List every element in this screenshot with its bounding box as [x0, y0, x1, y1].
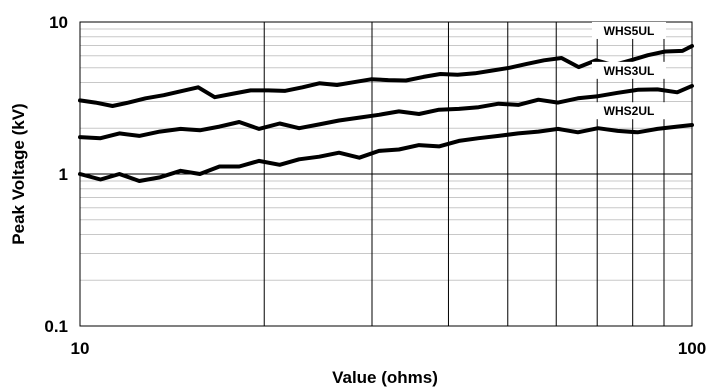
series-label-text: WHS3UL: [604, 64, 655, 78]
series-label-background: [592, 61, 666, 79]
series-label-text: WHS5UL: [604, 24, 655, 38]
series-labels: WHS5UL WHS3UL WHS2UL: [592, 21, 666, 120]
series-line-whs5ul: [78, 44, 694, 108]
series-label-text: WHS2UL: [604, 104, 655, 118]
series-label-background: [592, 102, 666, 120]
series-label-whs2ul: WHS2UL: [592, 102, 666, 120]
series-label-whs3ul: WHS3UL: [592, 61, 666, 79]
series-line-whs3ul: [78, 83, 694, 141]
y-tick-label: 10: [49, 13, 68, 32]
series-label-whs5ul: WHS5UL: [592, 21, 666, 39]
series-label-background: [592, 21, 666, 39]
y-tick-label: 1: [59, 165, 68, 184]
y-axis-title: Peak Voltage (kV): [9, 103, 28, 244]
x-tick-label: 10: [71, 339, 90, 358]
series-line-whs2ul: [78, 123, 694, 183]
series-lines: [78, 44, 694, 183]
minor-gridlines: [80, 28, 692, 281]
y-tick-label: 0.1: [44, 317, 68, 336]
x-axis-title: Value (ohms): [332, 368, 438, 387]
x-tick-label: 100: [678, 339, 706, 358]
